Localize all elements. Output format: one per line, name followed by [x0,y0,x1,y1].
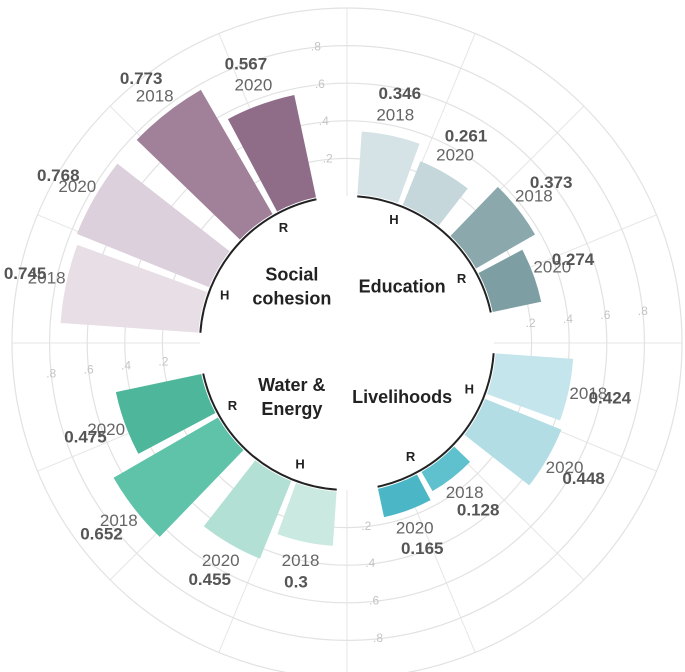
bar [357,131,420,203]
bar [464,398,562,486]
tick-label: .8 [638,304,648,318]
tick-label: .6 [600,308,610,322]
tick-label: .6 [84,362,94,376]
group-label: Livelihoods [352,387,452,407]
value-label: 0.475 [64,428,107,447]
value-label: 0.567 [225,55,268,74]
year-label: 2020 [235,75,273,94]
tick-label: .6 [315,77,325,91]
tick-label: .2 [323,152,333,166]
year-label: 2018 [446,483,484,502]
value-label: 0.745 [4,264,47,283]
bar [277,483,337,546]
value-label: 0.128 [457,500,500,519]
tick-label: .4 [121,358,131,372]
group-label: cohesion [252,289,331,309]
year-label: 2020 [396,519,434,538]
group-label: Energy [261,399,322,419]
group-label: Water & [258,375,325,395]
bar [203,460,292,559]
year-label: 2018 [28,269,66,288]
year-label: 2018 [376,106,414,125]
group-arc [199,198,317,333]
year-label: 2018 [569,384,607,403]
value-label: 0.3 [284,573,308,592]
tick-label: .8 [373,631,383,645]
year-label: 2020 [202,551,240,570]
year-label: 2018 [515,186,553,205]
subgroup-label: H [295,457,304,472]
grid-circle [124,120,570,566]
subgroup-label: H [220,287,229,302]
tick-label: .2 [361,519,371,533]
bar [113,417,244,537]
tick-label: .4 [319,114,329,128]
tick-label: .2 [158,354,168,368]
year-label: 2020 [87,420,125,439]
tick-label: .8 [311,39,321,53]
year-label: 2020 [546,458,584,477]
year-label: 2020 [436,145,474,164]
tick-label: .8 [46,366,56,380]
grid-circle [161,157,533,529]
subgroup-label: R [228,398,238,413]
year-label: 2020 [533,258,571,277]
group-arc [357,195,492,313]
value-label: 0.373 [530,173,573,192]
bar [60,244,207,333]
tick-label: .4 [365,556,375,570]
inner-circle [200,196,494,490]
bar [487,353,574,421]
year-label: 2018 [100,511,138,530]
bar [227,94,317,212]
bar [478,249,542,313]
group-arc [202,373,337,491]
value-label: 0.448 [562,469,605,488]
group-arc [377,353,495,488]
bar [377,474,431,518]
subgroup-label: R [406,449,416,464]
value-label: 0.274 [552,250,595,269]
tick-label: .4 [563,312,573,326]
grid-circle [49,45,645,641]
bar [421,446,471,492]
value-label: 0.346 [379,84,422,103]
grid-circle [86,82,608,604]
subgroup-label: R [279,220,289,235]
subgroup-label: H [465,381,474,396]
group-label: Education [359,277,446,297]
bar [136,89,273,240]
value-label: 0.261 [445,126,488,145]
tick-label: .2 [526,316,536,330]
bar [115,373,216,454]
year-label: 2018 [136,86,174,105]
bar [76,163,230,288]
value-label: 0.652 [80,524,123,543]
value-label: 0.424 [589,388,632,407]
outer-circle [11,7,683,672]
bar [450,186,536,269]
tick-label: .6 [369,594,379,608]
value-label: 0.165 [401,539,444,558]
bar [402,161,468,226]
subgroup-label: H [389,212,398,227]
value-label: 0.768 [37,166,80,185]
value-label: 0.773 [120,69,163,88]
year-label: 2020 [58,177,96,196]
group-label: Social [265,265,318,285]
year-label: 2018 [282,551,320,570]
subgroup-label: R [457,271,467,286]
value-label: 0.455 [188,570,231,589]
